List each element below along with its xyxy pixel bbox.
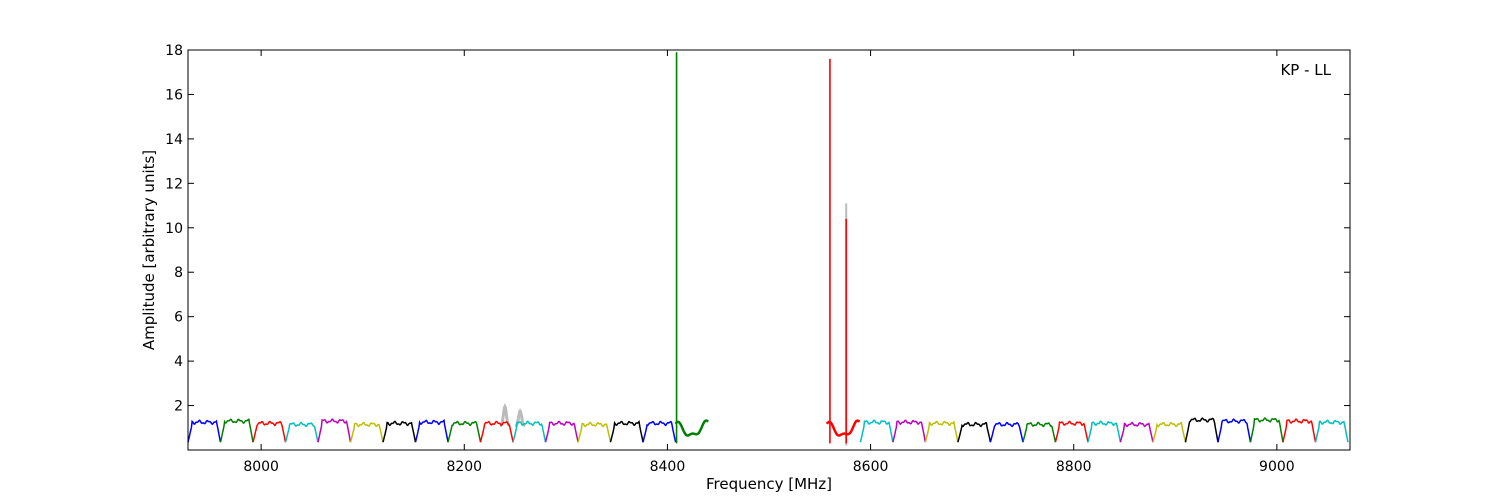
plot-background	[188, 50, 1350, 450]
channel-trace	[382, 420, 417, 443]
channel-trace	[252, 420, 287, 443]
channel-trace	[1217, 418, 1252, 443]
channel-trace	[1119, 421, 1154, 443]
channel-trace	[1282, 418, 1317, 443]
annotation-label: KP - LL	[1280, 61, 1331, 79]
channel-trace	[924, 420, 959, 443]
channel-trace	[512, 420, 547, 443]
channel-trace	[544, 420, 579, 443]
y-tick-label: 16	[165, 87, 183, 103]
y-tick-label: 12	[165, 176, 183, 192]
channel-trace	[349, 421, 384, 443]
channel-trace	[609, 420, 644, 443]
channel-trace	[1184, 417, 1219, 443]
x-axis-label: Frequency [MHz]	[706, 475, 832, 493]
channel-trace	[479, 420, 514, 443]
channel-trace	[1022, 421, 1057, 443]
channel-trace	[414, 418, 449, 443]
channel-trace	[1054, 420, 1089, 443]
y-tick-label: 2	[174, 399, 183, 415]
axis-ticks: 8000 8200 8400 8600 8800 9000 2 4 6 8 10 12 14 16 18	[165, 43, 1350, 475]
channel-trace	[187, 419, 222, 443]
channel-trace	[859, 419, 894, 443]
channel-trace	[447, 420, 482, 443]
y-tick-label: 4	[174, 354, 183, 370]
y-tick-label: 8	[174, 265, 183, 281]
spike-traces	[675, 52, 847, 444]
channel-trace	[219, 418, 254, 443]
x-tick-label: 8400	[650, 459, 686, 475]
channel-trace	[674, 419, 709, 437]
y-tick-label: 14	[165, 132, 183, 148]
channel-trace	[317, 418, 352, 443]
x-tick-label: 9000	[1259, 459, 1295, 475]
channel-trace	[284, 421, 319, 443]
x-tick-label: 8200	[446, 459, 482, 475]
channel-trace	[642, 420, 677, 443]
y-tick-label: 18	[165, 43, 183, 59]
channel-trace	[1314, 419, 1349, 443]
channel-trace	[1152, 421, 1187, 443]
y-axis-label: Amplitude [arbitrary units]	[140, 150, 158, 350]
x-tick-label: 8000	[243, 459, 279, 475]
y-tick-label: 6	[174, 310, 183, 326]
channel-trace	[989, 421, 1024, 443]
y-tick-label: 10	[165, 221, 183, 237]
channel-trace	[1087, 420, 1122, 443]
channel-trace	[1249, 417, 1284, 443]
x-tick-label: 8600	[853, 459, 889, 475]
channel-trace	[825, 419, 861, 437]
channel-traces	[187, 417, 1349, 443]
x-tick-label: 8800	[1056, 459, 1092, 475]
channel-trace	[892, 419, 927, 443]
channel-trace	[957, 421, 992, 443]
plot-frame	[187, 49, 1351, 451]
channel-trace	[577, 421, 612, 443]
